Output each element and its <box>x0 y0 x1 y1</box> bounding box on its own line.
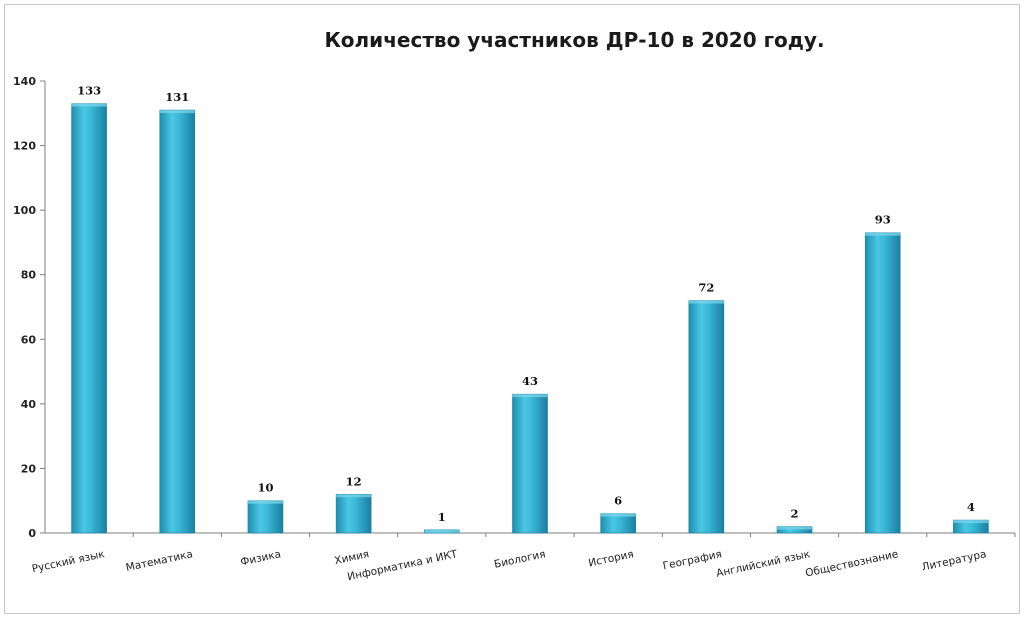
y-tick-label: 140 <box>13 75 36 88</box>
bar <box>688 300 725 534</box>
bar-cap <box>71 103 107 107</box>
bar-cap <box>159 110 195 114</box>
bar <box>71 103 107 534</box>
bar-cap <box>953 520 989 524</box>
y-tick-label: 40 <box>21 398 37 411</box>
bar <box>247 500 284 534</box>
bar-cap <box>336 494 372 498</box>
category-label: История <box>587 548 634 569</box>
data-label: 93 <box>875 213 891 227</box>
y-tick-label: 0 <box>28 527 36 540</box>
category-label: Английский язык <box>715 548 811 580</box>
bar-cap <box>247 500 283 504</box>
data-label: 2 <box>791 507 799 521</box>
category-label: Математика <box>125 548 194 574</box>
bar-cap <box>600 513 636 517</box>
data-label: 131 <box>165 90 189 104</box>
data-label: 43 <box>522 374 538 388</box>
category-label: География <box>662 548 723 572</box>
category-label: Русский язык <box>31 548 106 575</box>
bar <box>159 109 196 534</box>
bar-cap <box>865 232 901 236</box>
category-label: Литература <box>921 548 988 573</box>
chart-title: Количество участников ДР-10 в 2020 году. <box>324 28 825 52</box>
y-tick-label: 80 <box>21 269 37 282</box>
data-label: 72 <box>698 281 714 295</box>
bar-cap <box>688 300 724 304</box>
bar <box>512 393 548 534</box>
y-tick-label: 100 <box>13 204 36 217</box>
bar <box>335 493 372 534</box>
data-label: 1 <box>438 510 446 524</box>
bar-cap <box>777 526 813 530</box>
bar-cap <box>424 529 460 533</box>
y-tick-label: 60 <box>21 333 37 346</box>
category-label: Химия <box>333 548 370 567</box>
data-label: 12 <box>346 474 362 488</box>
category-label: Обществознание <box>804 548 899 579</box>
data-label: 4 <box>967 500 975 514</box>
data-label: 10 <box>257 481 273 495</box>
y-tick-label: 20 <box>21 462 37 475</box>
bar-cap <box>512 394 548 398</box>
category-label: Физика <box>239 548 282 568</box>
bar <box>864 232 901 534</box>
data-label: 6 <box>614 494 622 508</box>
category-label: Биология <box>493 548 547 571</box>
data-label: 133 <box>77 84 101 98</box>
y-tick-label: 120 <box>13 140 36 153</box>
